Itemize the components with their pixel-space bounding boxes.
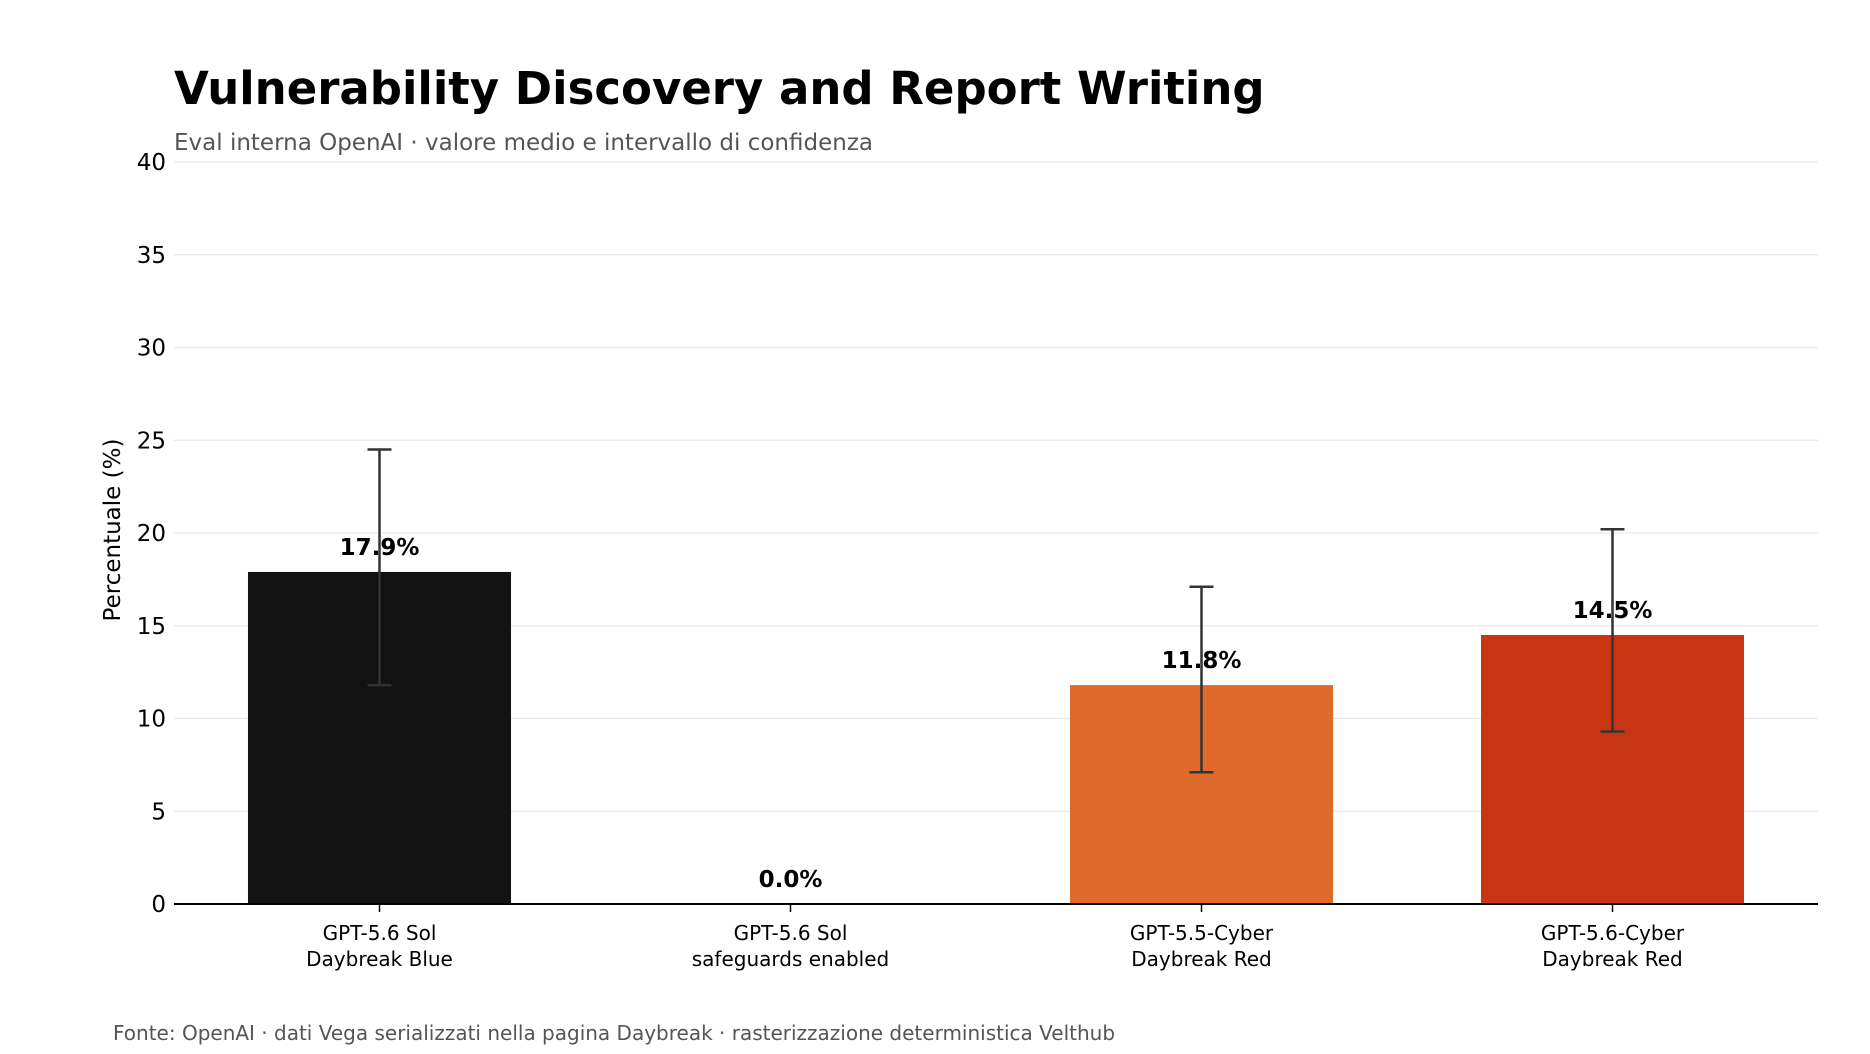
error-bars: [367, 448, 1625, 774]
data-label: 0.0%: [759, 867, 823, 893]
data-label: 14.5%: [1573, 598, 1653, 624]
data-label: 11.8%: [1162, 648, 1242, 674]
chart-subtitle: Eval interna OpenAI · valore medio e int…: [174, 130, 873, 156]
chart-title: Vulnerability Discovery and Report Writi…: [174, 62, 1265, 115]
x-tick-label: safeguards enabled: [692, 947, 889, 971]
chart-footer: Fonte: OpenAI · dati Vega serializzati n…: [113, 1021, 1115, 1045]
y-tick-label: 10: [137, 707, 166, 733]
y-tick-label: 30: [137, 336, 166, 362]
value-labels: 17.9% 0.0% 11.8% 14.5%: [340, 535, 1653, 893]
x-tick-label: Daybreak Blue: [306, 947, 453, 971]
y-tick-label: 20: [137, 521, 166, 547]
x-tick-label: GPT-5.6-Cyber: [1541, 921, 1685, 945]
x-tick-label: GPT-5.6 Sol: [734, 921, 848, 945]
x-tick-label: Daybreak Red: [1131, 947, 1271, 971]
x-tick-label: GPT-5.6 Sol: [323, 921, 437, 945]
y-axis-title: Percentuale (%): [100, 439, 126, 622]
y-tick-label: 5: [151, 799, 166, 825]
y-tick-label: 15: [137, 614, 166, 640]
data-label: 17.9%: [340, 535, 420, 561]
y-tick-label: 40: [137, 150, 166, 176]
bars: [247, 571, 1745, 904]
y-tick-label: 25: [137, 428, 166, 454]
x-tick-label: Daybreak Red: [1542, 947, 1682, 971]
y-tick-label: 0: [151, 892, 166, 918]
y-tick-label: 35: [137, 243, 166, 269]
x-tick-label: GPT-5.5-Cyber: [1130, 921, 1274, 945]
